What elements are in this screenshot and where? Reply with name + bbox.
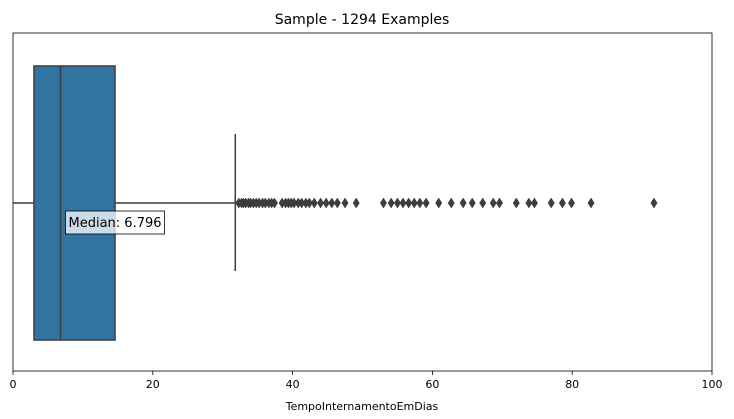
outlier-point [650,197,658,209]
outlier-point [416,197,424,209]
x-tick-label: 60 [425,378,439,391]
outlier-point [317,197,325,209]
box-plot [13,65,237,341]
outlier-point [489,197,497,209]
outlier-point [328,197,336,209]
x-axis-ticks: 0 20 40 60 80 100 [10,371,723,391]
outlier-point [333,197,341,209]
outlier-point [305,197,313,209]
chart-title: Sample - 1294 Examples [275,12,450,28]
outlier-point [387,197,395,209]
median-annotation: Median: 6.796 [65,210,165,235]
outlier-point [410,197,418,209]
outlier-point [399,197,407,209]
plot-area-frame [12,32,713,372]
outlier-point [496,197,504,209]
outlier-point [270,197,278,209]
x-tick-label: 20 [146,378,160,391]
median-annotation-box [65,210,165,235]
outlier-point [479,197,487,209]
x-tick-label: 100 [702,378,723,391]
interquartile-box [33,65,116,341]
outlier-point [447,197,455,209]
outlier-point [568,197,575,209]
outlier-point [547,197,555,209]
outlier-point [379,197,387,209]
outlier-point [322,197,330,209]
outlier-points [235,197,658,209]
outlier-point [422,197,430,209]
outlier-point [435,197,443,209]
outlier-point [310,197,318,209]
outlier-point [352,197,360,209]
x-tick-label: 80 [565,378,579,391]
outlier-point [405,197,413,209]
outlier-point [468,197,476,209]
outlier-point [341,197,349,209]
outlier-point [525,197,533,209]
outlier-point [530,197,538,209]
outlier-point [459,197,467,209]
x-tick-label: 0 [10,378,17,391]
x-axis-label: TempoInternamentoEmDias [285,400,439,413]
outlier-point [393,197,401,209]
outlier-point [512,197,520,209]
outlier-point [587,197,595,209]
median-annotation-text: Median: 6.796 [69,216,162,231]
outlier-point [558,197,566,209]
x-tick-label: 40 [286,378,300,391]
